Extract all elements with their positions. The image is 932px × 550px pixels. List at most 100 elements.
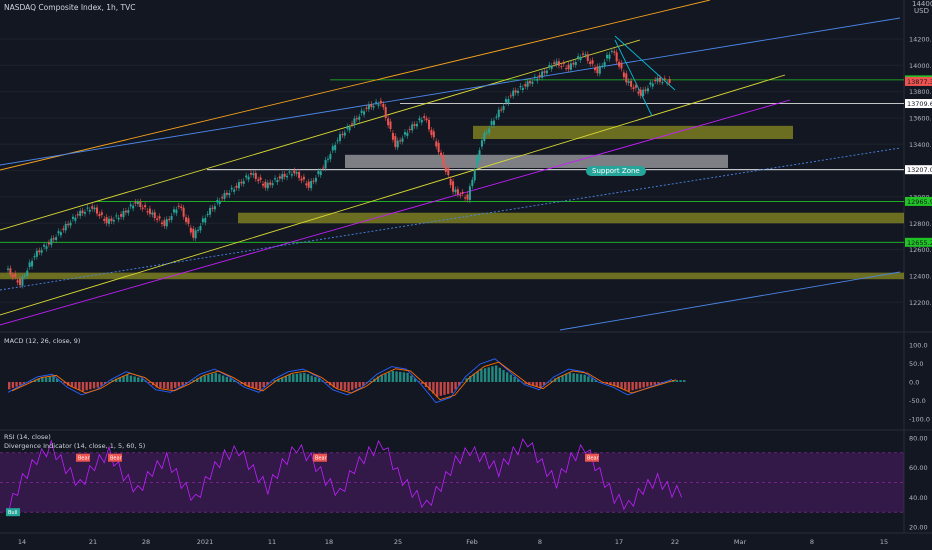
candle-body bbox=[64, 224, 67, 231]
price-axis[interactable]: 14200.014000.013800.013600.013400.013200… bbox=[905, 35, 932, 532]
macd-bar bbox=[520, 381, 524, 383]
candle-body bbox=[545, 70, 548, 74]
candle-body bbox=[533, 76, 536, 79]
candle-body bbox=[459, 194, 462, 196]
candle-body bbox=[105, 217, 108, 224]
macd-bar bbox=[458, 382, 461, 386]
candle-body bbox=[9, 268, 12, 275]
candle-body bbox=[514, 90, 517, 93]
candle-body bbox=[567, 64, 570, 70]
macd-bar bbox=[310, 375, 313, 382]
macd-bar bbox=[509, 374, 513, 382]
candle-body bbox=[584, 54, 587, 56]
trend-line bbox=[0, 74, 786, 316]
macd-bar bbox=[203, 375, 206, 382]
signal-line bbox=[11, 361, 677, 401]
candle-body bbox=[562, 62, 565, 65]
macd-bar bbox=[683, 380, 686, 382]
macd-bar bbox=[446, 382, 450, 394]
candle-body bbox=[28, 262, 31, 267]
candle-body bbox=[473, 169, 476, 181]
macd-bar bbox=[465, 378, 468, 382]
candle-body bbox=[115, 215, 118, 217]
macd-bar bbox=[391, 370, 395, 382]
candle-body bbox=[596, 66, 599, 74]
macd-bar bbox=[649, 382, 653, 386]
candle-body bbox=[26, 270, 29, 277]
candle-body bbox=[187, 218, 190, 224]
macd-bar bbox=[594, 380, 597, 382]
price-tick-label: 12200.0 bbox=[909, 299, 932, 307]
wedge-line bbox=[614, 39, 653, 117]
macd-bar bbox=[81, 382, 85, 392]
price-marker-label: 13207.0 bbox=[907, 166, 932, 174]
macd-bar bbox=[410, 375, 413, 382]
price-tick-label: 14000.0 bbox=[909, 62, 932, 70]
candle-body bbox=[305, 183, 308, 186]
time-tick-label: 2021 bbox=[197, 538, 214, 546]
macd-line bbox=[7, 358, 673, 404]
macd-bar bbox=[107, 382, 110, 383]
macd-bar bbox=[642, 382, 645, 388]
candle-body bbox=[654, 79, 657, 82]
candle-body bbox=[322, 167, 325, 169]
trend-line bbox=[0, 39, 641, 231]
macd-bar bbox=[638, 382, 642, 389]
candle-body bbox=[661, 82, 664, 84]
candle-body bbox=[11, 275, 14, 278]
candle-body bbox=[132, 205, 135, 209]
bull-label: Bull bbox=[8, 510, 17, 516]
price-zone bbox=[238, 212, 904, 224]
candle-body bbox=[348, 127, 351, 131]
candle-body bbox=[613, 51, 616, 53]
macd-bar bbox=[177, 382, 181, 387]
macd-bar bbox=[207, 374, 210, 382]
macd-bar bbox=[624, 382, 627, 390]
candle-body bbox=[96, 207, 99, 214]
macd-bar bbox=[44, 377, 48, 382]
candle-body bbox=[122, 211, 125, 218]
time-tick-label: 8 bbox=[810, 538, 814, 546]
candle-body bbox=[278, 176, 281, 179]
candle-body bbox=[86, 207, 89, 209]
macd-bar bbox=[513, 376, 516, 382]
candle-body bbox=[658, 77, 661, 82]
candles bbox=[7, 47, 671, 289]
candle-body bbox=[290, 174, 293, 176]
candle-body bbox=[495, 116, 498, 118]
trend-lines bbox=[0, 0, 904, 331]
macd-bar bbox=[609, 382, 612, 385]
candle-body bbox=[237, 182, 240, 189]
candle-body bbox=[206, 214, 209, 216]
candle-body bbox=[377, 104, 380, 106]
candle-body bbox=[468, 186, 471, 201]
time-tick-label: 18 bbox=[325, 538, 333, 546]
candle-body bbox=[38, 250, 41, 253]
macd-bar bbox=[137, 377, 140, 382]
candle-body bbox=[168, 218, 171, 220]
candle-body bbox=[500, 109, 503, 111]
time-axis[interactable]: 14 21 28 2021 11 18 25 Feb 8 17 22 Mar 8 15 bbox=[18, 538, 888, 546]
macd-bar bbox=[483, 368, 487, 382]
time-tick-label: 15 bbox=[880, 538, 888, 546]
candle-body bbox=[569, 63, 572, 70]
support-zone-label: Support Zone bbox=[586, 166, 646, 176]
macd-bar bbox=[100, 382, 103, 386]
candle-body bbox=[488, 128, 491, 133]
macd-bar bbox=[395, 371, 398, 382]
candle-body bbox=[341, 134, 344, 136]
candle-body bbox=[394, 135, 397, 147]
macd-bar bbox=[229, 378, 232, 382]
candle-body bbox=[295, 172, 298, 174]
candle-body bbox=[444, 165, 447, 172]
macd-bar bbox=[461, 382, 465, 383]
candle-body bbox=[307, 181, 310, 188]
macd-bar bbox=[612, 382, 616, 386]
macd-bar bbox=[362, 382, 365, 386]
top-price-label: 14400.0 bbox=[912, 0, 932, 8]
macd-bar bbox=[8, 382, 11, 390]
candle-body bbox=[480, 140, 483, 147]
candle-body bbox=[144, 205, 147, 208]
candle-body bbox=[401, 138, 404, 142]
candle-body bbox=[74, 217, 77, 221]
